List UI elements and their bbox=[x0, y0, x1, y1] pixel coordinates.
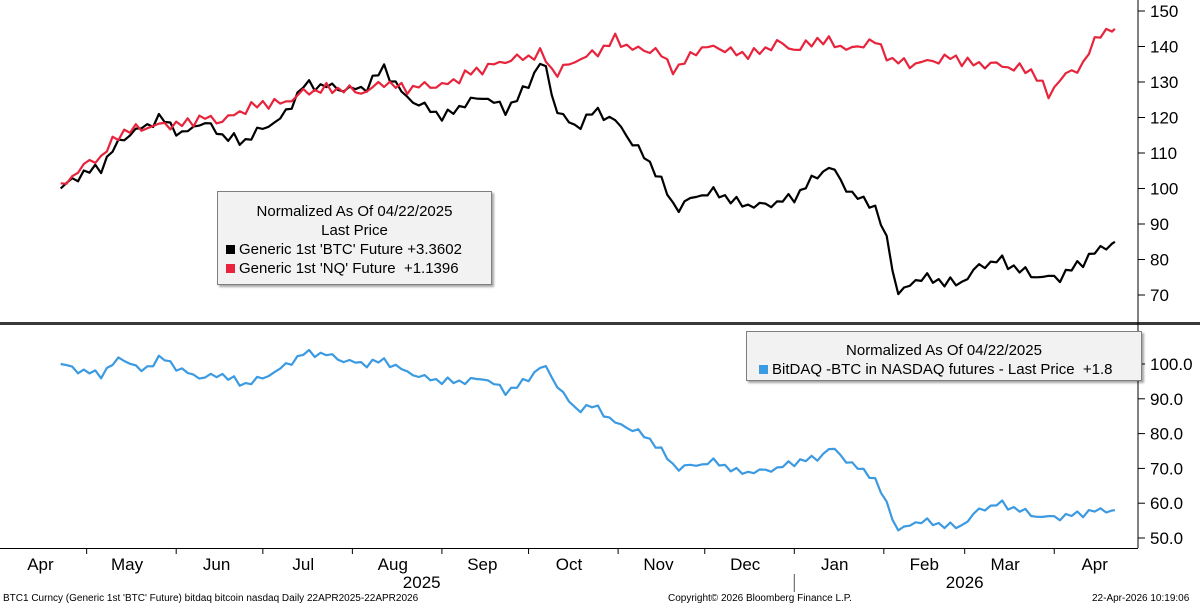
legend-bottom-panel: Normalized As Of 04/22/2025 BitDAQ -BTC … bbox=[746, 331, 1142, 381]
x-tick-label: Apr bbox=[1081, 555, 1108, 574]
y-tick-label: 140 bbox=[1150, 38, 1178, 57]
series-line-generic-1st-btc-future bbox=[59, 62, 1116, 296]
y-tick-label: 90 bbox=[1150, 215, 1169, 234]
y-tick-label: 150 bbox=[1150, 2, 1178, 21]
x-tick-label: Nov bbox=[643, 555, 674, 574]
x-tick-label: Mar bbox=[990, 555, 1020, 574]
legend-item-nq: Generic 1st 'NQ' Future +1.1396 bbox=[218, 259, 491, 278]
footer-source: BTC1 Curncy (Generic 1st 'BTC' Future) b… bbox=[3, 593, 419, 604]
x-tick-label: Jun bbox=[203, 555, 230, 574]
y-tick-label: 100 bbox=[1150, 180, 1178, 199]
x-tick-label: Sep bbox=[467, 555, 497, 574]
legend-label-btc: Generic 1st 'BTC' Future +3.3602 bbox=[239, 241, 462, 258]
y-tick-label: 60.0 bbox=[1150, 494, 1183, 513]
legend-top-subtitle: Last Price bbox=[321, 222, 388, 239]
y-tick-label: 130 bbox=[1150, 73, 1178, 92]
legend-bottom-title: Normalized As Of 04/22/2025 bbox=[846, 342, 1042, 359]
x-tick-label: Jan bbox=[821, 555, 848, 574]
x-tick-label: Dec bbox=[730, 555, 761, 574]
x-tick-label: May bbox=[111, 555, 144, 574]
y-tick-label: 70.0 bbox=[1150, 459, 1183, 478]
y-tick-label: 120 bbox=[1150, 109, 1178, 128]
y-tick-label: 50.0 bbox=[1150, 529, 1183, 548]
series-line-bitdaq-btc-in-nasdaq-futures-last-price bbox=[60, 348, 1116, 532]
y-tick-label: 90.0 bbox=[1150, 390, 1183, 409]
legend-swatch-nq bbox=[226, 264, 235, 273]
y-tick-label: 100.0 bbox=[1150, 355, 1193, 374]
legend-label-nq: Generic 1st 'NQ' Future +1.1396 bbox=[239, 260, 459, 277]
year-label: 2025 bbox=[403, 573, 441, 592]
series-line-generic-1st-nq-future bbox=[60, 27, 1116, 185]
legend-swatch-btc bbox=[226, 245, 235, 254]
legend-item-btc: Generic 1st 'BTC' Future +3.3602 bbox=[218, 240, 491, 259]
legend-top-title: Normalized As Of 04/22/2025 bbox=[256, 203, 453, 220]
y-tick-label: 80.0 bbox=[1150, 425, 1183, 444]
legend-top-panel: Normalized As Of 04/22/2025 Last Price G… bbox=[217, 191, 492, 285]
x-tick-label: Oct bbox=[556, 555, 583, 574]
x-tick-label: Jul bbox=[292, 555, 314, 574]
x-tick-label: Aug bbox=[378, 555, 408, 574]
x-tick-label: Apr bbox=[27, 555, 54, 574]
footer-copyright: Copyright© 2026 Bloomberg Finance L.P. bbox=[668, 593, 852, 604]
footer-timestamp: 22-Apr-2026 10:19:06 bbox=[1092, 593, 1190, 604]
legend-swatch-bitdaq bbox=[759, 365, 768, 374]
y-tick-label: 70 bbox=[1150, 286, 1169, 305]
year-label: 2026 bbox=[946, 573, 984, 592]
x-tick-label: Feb bbox=[910, 555, 939, 574]
legend-label-bitdaq: BitDAQ -BTC in NASDAQ futures - Last Pri… bbox=[772, 361, 1113, 378]
legend-item-bitdaq: BitDAQ -BTC in NASDAQ futures - Last Pri… bbox=[747, 360, 1141, 379]
y-tick-label: 80 bbox=[1150, 251, 1169, 270]
y-tick-label: 110 bbox=[1150, 144, 1177, 163]
